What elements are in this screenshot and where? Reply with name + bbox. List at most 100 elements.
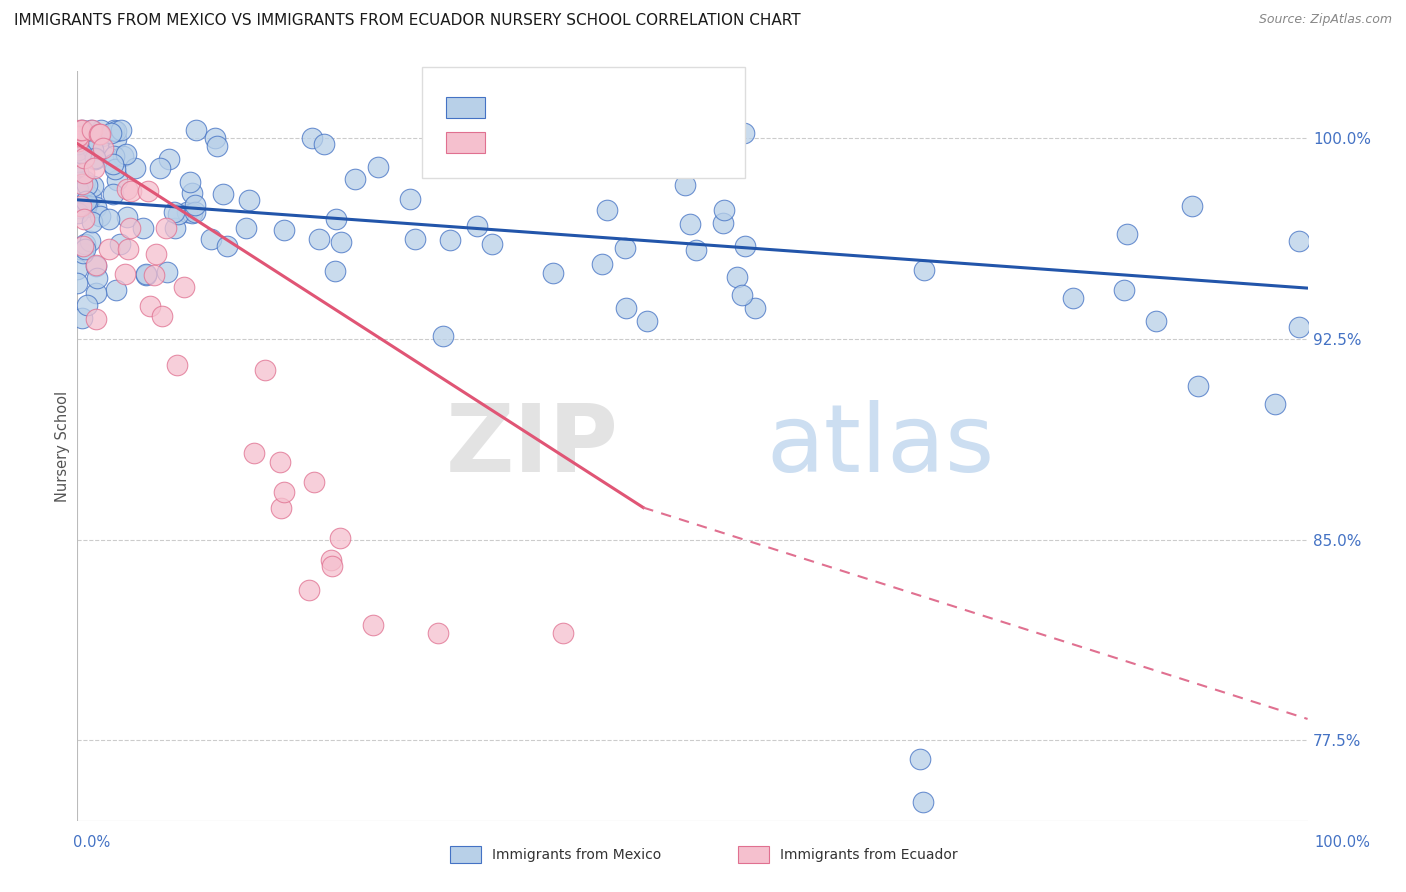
Point (323, 264, 346, 278)
Point (329, 532, 352, 546)
Text: Immigrants from Ecuador: Immigrants from Ecuador (780, 847, 957, 862)
Point (84, 258, 107, 272)
Point (67, 137, 90, 152)
Point (83, 161, 105, 175)
Point (551, 626, 574, 640)
Point (321, 559, 343, 574)
Point (98, 242, 121, 256)
Point (66, 133, 89, 147)
Point (67, 206, 90, 220)
Point (273, 485, 295, 500)
Point (145, 247, 167, 261)
Point (404, 232, 426, 246)
Point (73, 243, 96, 257)
Point (69, 130, 91, 145)
Point (84, 260, 107, 274)
Point (70, 123, 93, 137)
Point (90, 129, 112, 144)
Point (150, 309, 173, 323)
Point (1112, 283, 1135, 297)
Point (243, 446, 266, 460)
Point (149, 161, 172, 175)
Point (69, 145, 91, 160)
Point (73, 211, 96, 226)
Point (69, 201, 91, 215)
Point (112, 149, 135, 163)
Point (301, 131, 323, 145)
Point (82, 178, 104, 193)
Point (82, 143, 104, 157)
Point (79, 123, 101, 137)
Point (912, 262, 935, 277)
Point (75, 130, 97, 145)
Point (103, 149, 125, 163)
Point (114, 267, 136, 281)
Point (636, 314, 658, 328)
Point (273, 223, 295, 237)
Point (101, 187, 124, 202)
Point (238, 193, 260, 207)
Point (911, 795, 934, 809)
Point (86, 271, 108, 285)
Point (269, 455, 291, 469)
Text: 0.0%: 0.0% (73, 836, 110, 850)
Text: R = -0.106   N = 137: R = -0.106 N = 137 (496, 98, 679, 112)
Point (72, 239, 94, 253)
Point (104, 283, 127, 297)
Point (66, 262, 89, 277)
Point (66, 181, 89, 195)
Point (325, 211, 347, 226)
Point (131, 221, 153, 235)
Point (87, 136, 110, 151)
Point (97, 211, 120, 226)
Text: ZIP: ZIP (446, 400, 619, 492)
Point (179, 175, 201, 189)
Point (67, 134, 90, 148)
Point (67, 129, 90, 144)
Point (75, 200, 97, 214)
Point (118, 220, 141, 235)
Point (184, 198, 207, 212)
Point (613, 241, 636, 255)
Point (91, 141, 114, 155)
Point (439, 233, 461, 247)
Point (66, 276, 89, 290)
Point (1288, 319, 1310, 334)
Point (591, 257, 613, 271)
Point (173, 280, 195, 294)
Point (731, 288, 754, 302)
Point (115, 210, 138, 224)
Point (73, 174, 96, 188)
Text: Immigrants from Mexico: Immigrants from Mexico (492, 847, 661, 862)
Point (69, 123, 91, 137)
Point (516, 126, 538, 140)
Point (72, 123, 94, 137)
Point (541, 266, 564, 280)
Point (167, 207, 190, 221)
Point (67, 129, 90, 144)
Point (120, 184, 142, 198)
Point (596, 202, 619, 217)
Point (66, 187, 89, 202)
Point (70, 199, 93, 213)
Point (215, 239, 238, 253)
Point (181, 206, 204, 220)
Point (204, 131, 226, 145)
Point (744, 301, 766, 315)
Point (155, 220, 177, 235)
Point (330, 235, 353, 249)
Text: Source: ZipAtlas.com: Source: ZipAtlas.com (1258, 13, 1392, 27)
Point (80, 215, 103, 229)
Point (270, 500, 292, 515)
Point (83, 152, 105, 166)
Point (685, 243, 707, 257)
Point (711, 216, 734, 230)
Point (117, 182, 139, 196)
Point (108, 236, 131, 251)
Point (184, 123, 207, 137)
Point (76, 178, 98, 192)
Point (66, 190, 89, 204)
Point (75, 194, 97, 208)
Point (83, 133, 105, 147)
Point (180, 186, 202, 201)
